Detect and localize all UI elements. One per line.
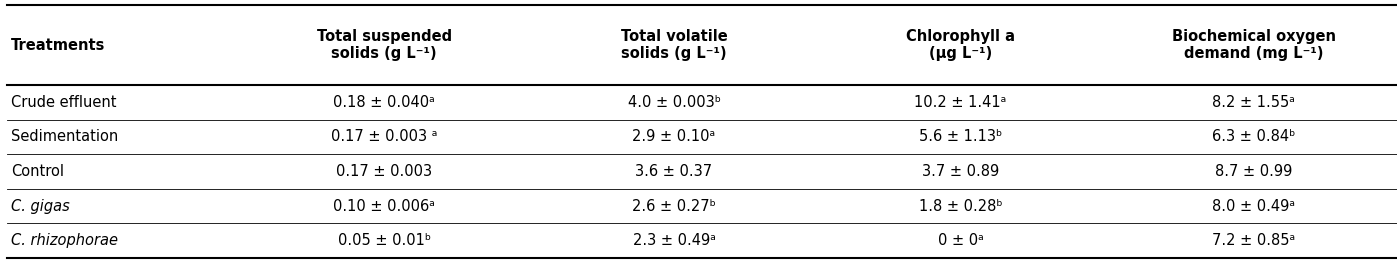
Text: 3.6 ± 0.37: 3.6 ± 0.37 <box>636 164 712 179</box>
Text: 0.17 ± 0.003 ᵃ: 0.17 ± 0.003 ᵃ <box>331 130 437 144</box>
Text: 4.0 ± 0.003ᵇ: 4.0 ± 0.003ᵇ <box>627 95 721 110</box>
Text: Control: Control <box>11 164 64 179</box>
Text: 10.2 ± 1.41ᵃ: 10.2 ± 1.41ᵃ <box>914 95 1007 110</box>
Text: 8.0 ± 0.49ᵃ: 8.0 ± 0.49ᵃ <box>1213 199 1295 214</box>
Text: 0 ± 0ᵃ: 0 ± 0ᵃ <box>937 233 983 248</box>
Text: 6.3 ± 0.84ᵇ: 6.3 ± 0.84ᵇ <box>1213 130 1295 144</box>
Text: 8.2 ± 1.55ᵃ: 8.2 ± 1.55ᵃ <box>1213 95 1295 110</box>
Text: 0.10 ± 0.006ᵃ: 0.10 ± 0.006ᵃ <box>334 199 434 214</box>
Text: 5.6 ± 1.13ᵇ: 5.6 ± 1.13ᵇ <box>919 130 1002 144</box>
Text: Crude effluent: Crude effluent <box>11 95 117 110</box>
Text: Sedimentation: Sedimentation <box>11 130 119 144</box>
Text: 7.2 ± 0.85ᵃ: 7.2 ± 0.85ᵃ <box>1213 233 1295 248</box>
Text: 3.7 ± 0.89: 3.7 ± 0.89 <box>922 164 999 179</box>
Text: C. gigas: C. gigas <box>11 199 70 214</box>
Text: 0.05 ± 0.01ᵇ: 0.05 ± 0.01ᵇ <box>338 233 430 248</box>
Text: 0.17 ± 0.003: 0.17 ± 0.003 <box>337 164 432 179</box>
Text: Treatments: Treatments <box>11 38 106 53</box>
Text: C. rhizophorae: C. rhizophorae <box>11 233 119 248</box>
Text: 1.8 ± 0.28ᵇ: 1.8 ± 0.28ᵇ <box>919 199 1002 214</box>
Text: 2.9 ± 0.10ᵃ: 2.9 ± 0.10ᵃ <box>633 130 715 144</box>
Text: 2.3 ± 0.49ᵃ: 2.3 ± 0.49ᵃ <box>633 233 715 248</box>
Text: Total volatile
solids (g L⁻¹): Total volatile solids (g L⁻¹) <box>620 29 728 61</box>
Text: 0.18 ± 0.040ᵃ: 0.18 ± 0.040ᵃ <box>334 95 434 110</box>
Text: Total suspended
solids (g L⁻¹): Total suspended solids (g L⁻¹) <box>317 29 451 61</box>
Text: Chlorophyll a
(μg L⁻¹): Chlorophyll a (μg L⁻¹) <box>905 29 1016 61</box>
Text: 2.6 ± 0.27ᵇ: 2.6 ± 0.27ᵇ <box>631 199 717 214</box>
Text: 8.7 ± 0.99: 8.7 ± 0.99 <box>1215 164 1292 179</box>
Text: Biochemical oxygen
demand (mg L⁻¹): Biochemical oxygen demand (mg L⁻¹) <box>1172 29 1336 61</box>
